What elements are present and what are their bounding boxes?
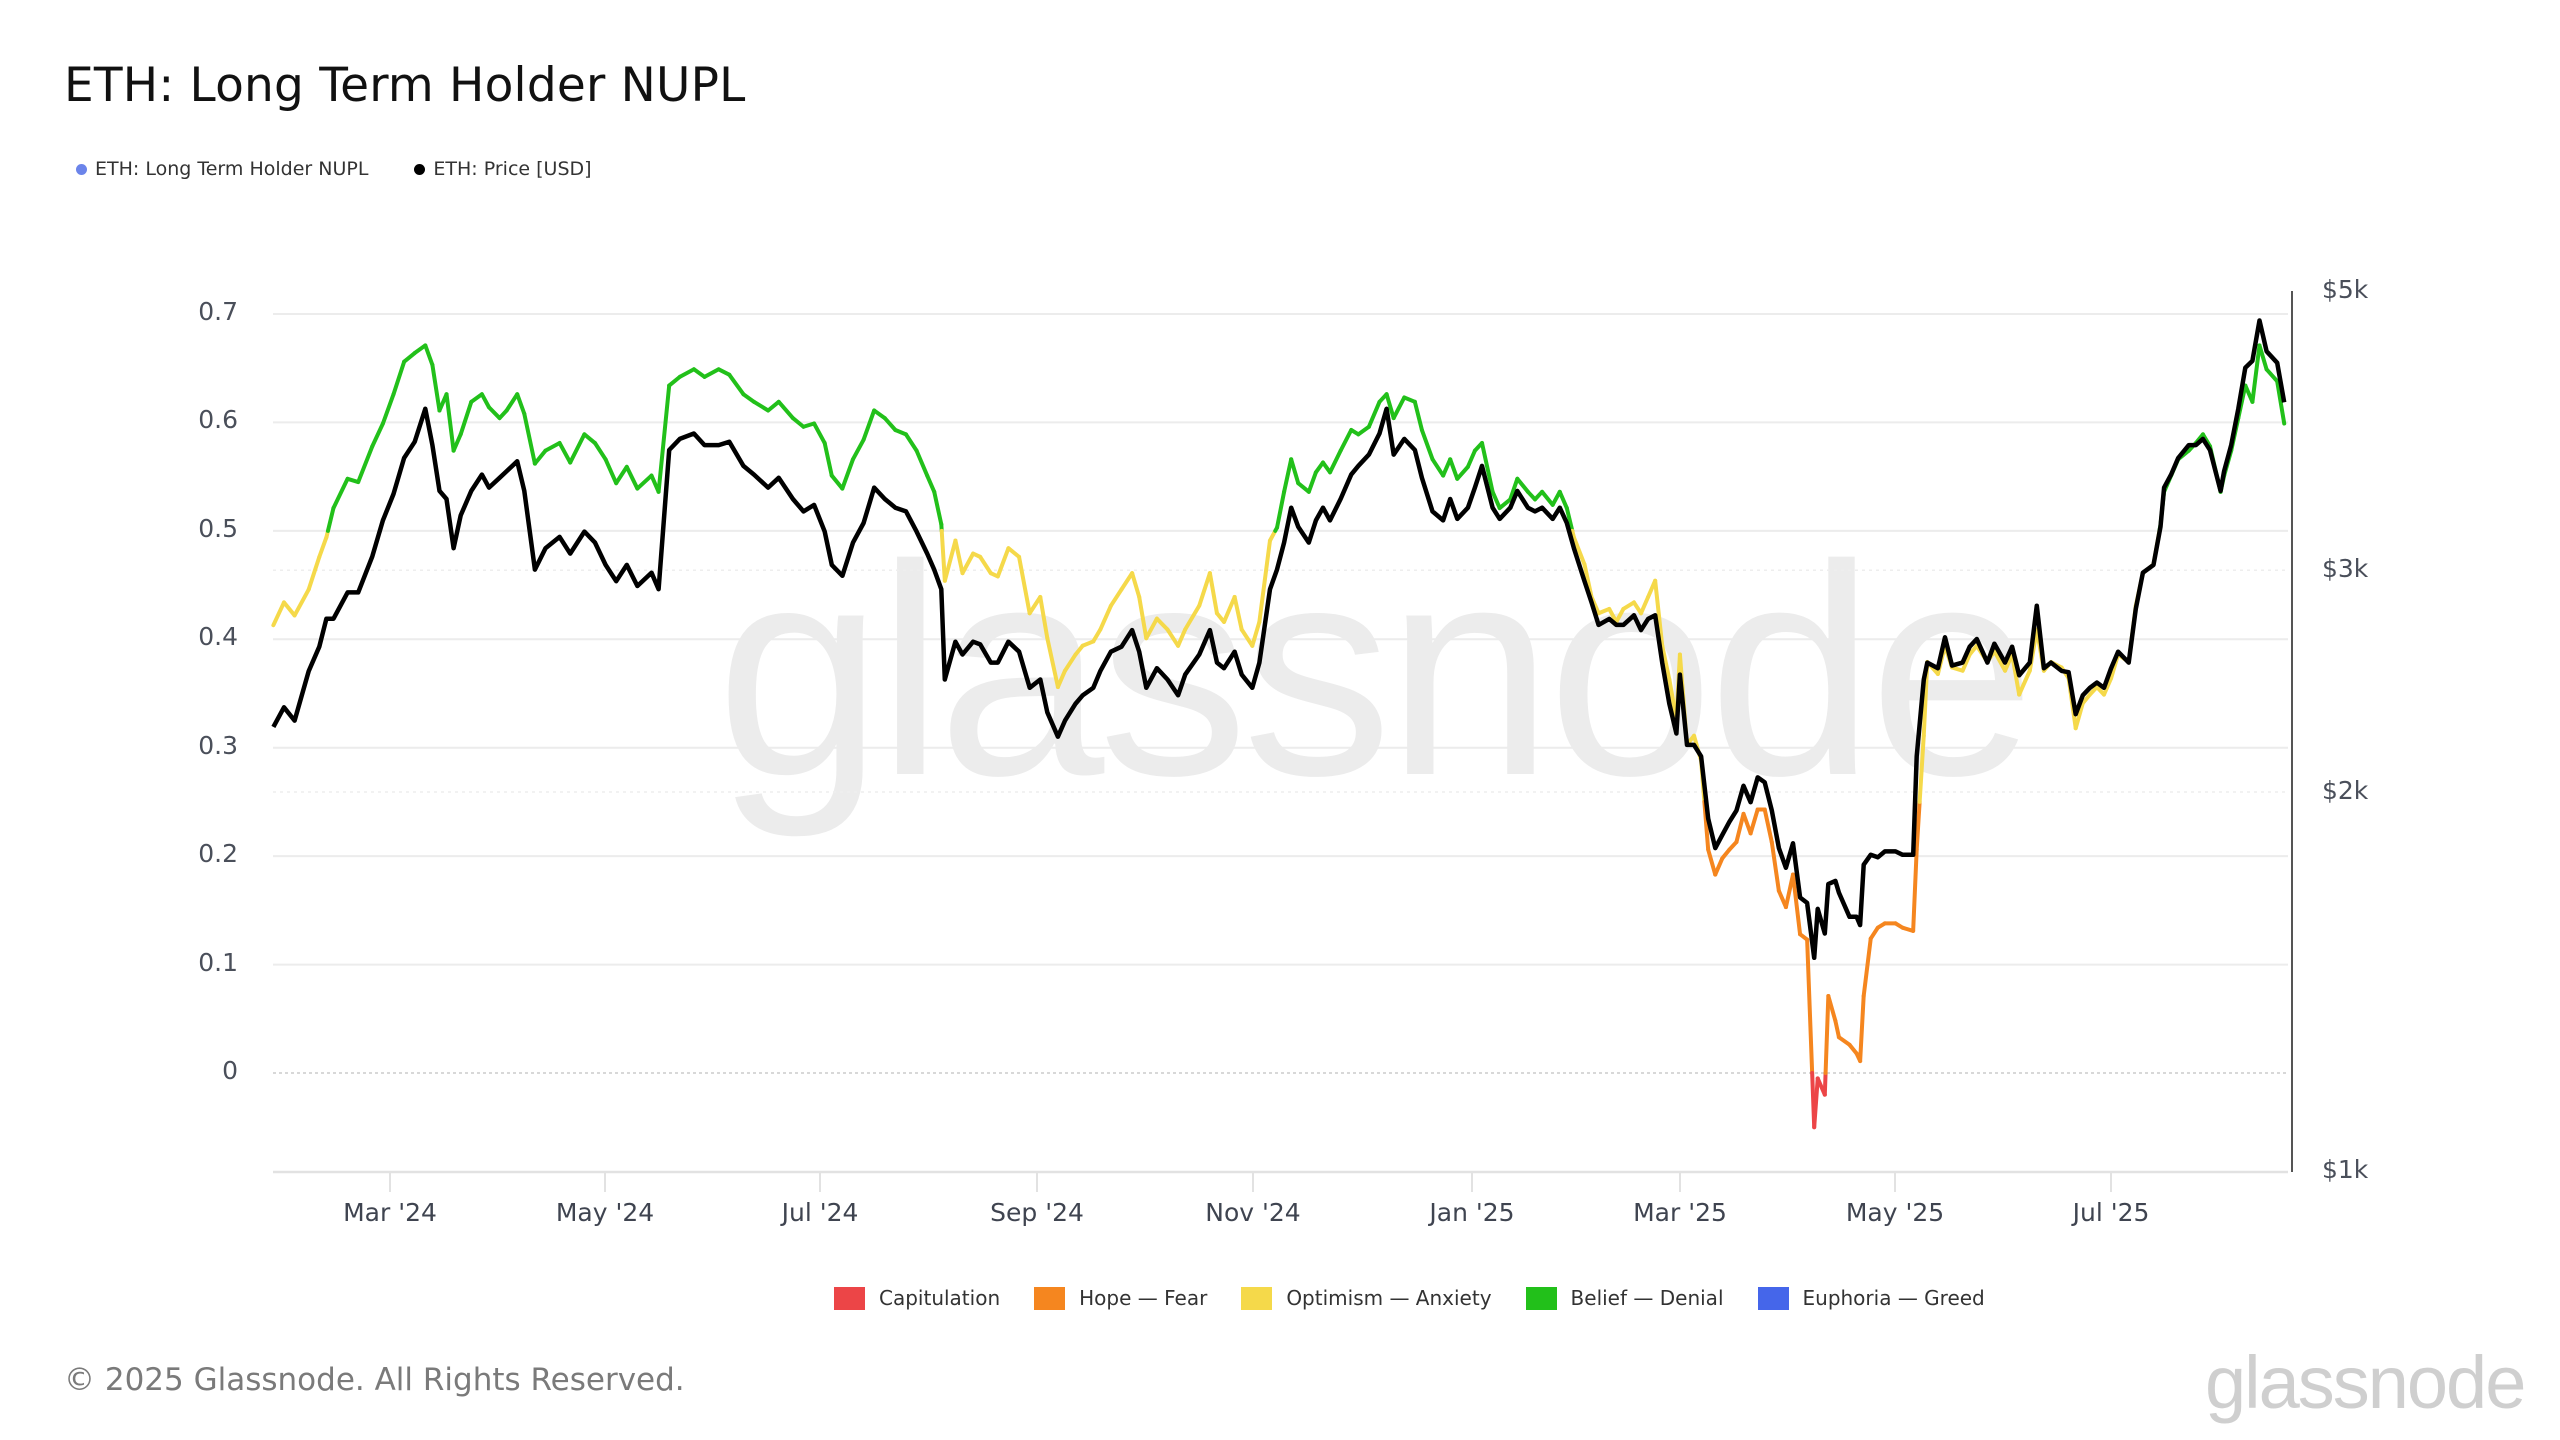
- price-tick-label: $5k: [2322, 275, 2369, 304]
- copyright-text: © 2025 Glassnode. All Rights Reserved.: [64, 1362, 685, 1398]
- x-tick-label: May '24: [555, 1198, 655, 1227]
- zone-legend-capitulation[interactable]: Capitulation: [834, 1286, 1000, 1310]
- y-tick-label: 0.2: [198, 839, 238, 868]
- zone-legend: Capitulation Hope — Fear Optimism — Anxi…: [834, 1286, 1985, 1310]
- hope-fear-swatch-icon: [1034, 1286, 1066, 1310]
- series-legend: ETH: Long Term Holder NUPL ETH: Price [U…: [76, 158, 592, 180]
- zone-legend-hope-fear[interactable]: Hope — Fear: [1034, 1286, 1207, 1310]
- x-tick-label: Mar '24: [343, 1198, 437, 1227]
- x-tick-label: Sep '24: [990, 1198, 1084, 1227]
- zone-label: Hope — Fear: [1079, 1286, 1208, 1310]
- capitulation-swatch-icon: [834, 1286, 865, 1310]
- x-tick-label: Jan '25: [1429, 1198, 1515, 1227]
- x-tick-label: Jul '24: [781, 1198, 859, 1227]
- nupl-dot-icon: [76, 163, 87, 175]
- y-tick-label: 0.6: [198, 405, 238, 434]
- zone-legend-euphoria-greed[interactable]: Euphoria — Greed: [1757, 1286, 1985, 1310]
- optimism-anxiety-swatch-icon: [1241, 1286, 1273, 1310]
- legend-item-price[interactable]: ETH: Price [USD]: [414, 158, 592, 180]
- price-tick-label: $3k: [2322, 554, 2369, 583]
- x-tick-label: Jul '25: [2072, 1198, 2150, 1227]
- legend-label-nupl: ETH: Long Term Holder NUPL: [95, 158, 369, 180]
- zone-label: Belief — Denial: [1570, 1286, 1724, 1310]
- page-title: ETH: Long Term Holder NUPL: [64, 58, 746, 113]
- x-tick-label: May '25: [1845, 1198, 1945, 1227]
- zone-legend-optimism-anxiety[interactable]: Optimism — Anxiety: [1241, 1286, 1492, 1310]
- zone-legend-belief-denial[interactable]: Belief — Denial: [1525, 1286, 1724, 1310]
- price-tick-label: $2k: [2322, 776, 2369, 805]
- y-tick-label: 0.7: [198, 297, 238, 326]
- nupl-line: [271, 343, 2287, 1130]
- price-dot-icon: [414, 163, 426, 175]
- glassnode-logo: glassnode: [2205, 1341, 2526, 1424]
- euphoria-greed-swatch-icon: [1757, 1286, 1789, 1310]
- legend-label-price: ETH: Price [USD]: [433, 158, 592, 180]
- x-tick-label: Mar '25: [1633, 1198, 1727, 1227]
- y-tick-label: 0.3: [198, 731, 238, 760]
- legend-item-nupl[interactable]: ETH: Long Term Holder NUPL: [76, 158, 368, 180]
- price-tick-label: $1k: [2322, 1155, 2369, 1184]
- axis-lines: [273, 291, 2293, 1192]
- zone-label: Optimism — Anxiety: [1286, 1286, 1492, 1310]
- belief-denial-swatch-icon: [1525, 1286, 1557, 1310]
- gridlines: [273, 312, 2288, 1074]
- zone-label: Capitulation: [879, 1286, 1001, 1310]
- y-tick-label: 0.1: [198, 948, 238, 977]
- zone-label: Euphoria — Greed: [1802, 1286, 1985, 1310]
- price-line: [271, 318, 2287, 961]
- y-tick-label: 0.4: [198, 622, 238, 651]
- y-tick-label: 0.5: [198, 514, 238, 543]
- y-tick-label: 0: [222, 1056, 238, 1085]
- x-tick-label: Nov '24: [1205, 1198, 1301, 1227]
